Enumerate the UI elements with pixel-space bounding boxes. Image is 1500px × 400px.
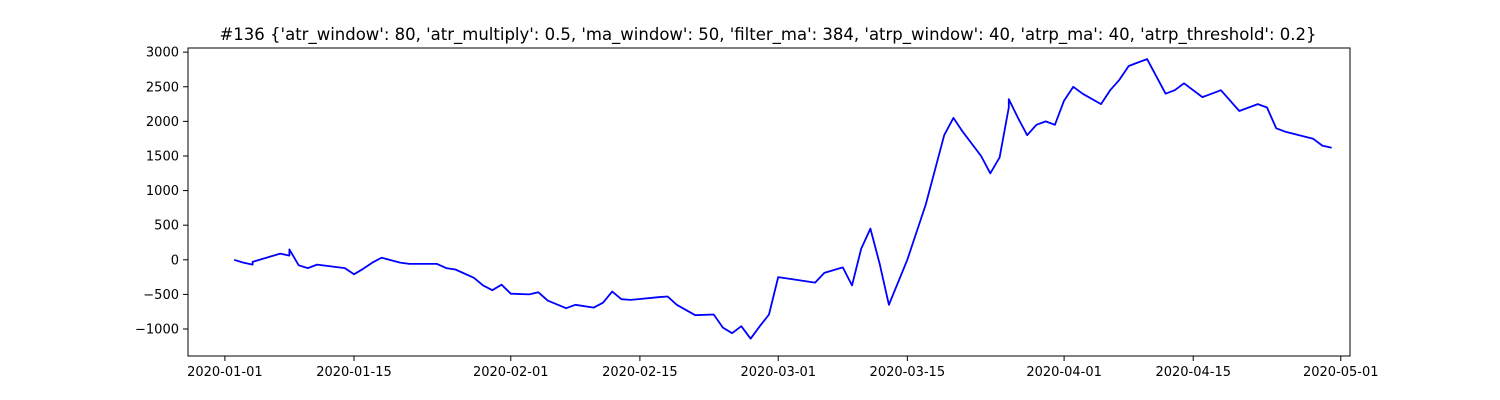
x-tick-label: 2020-05-01 — [1303, 365, 1379, 380]
series-line — [233, 58, 1332, 340]
y-tick-label: −500 — [143, 288, 179, 303]
plot-area-frame — [187, 47, 1351, 357]
x-tick-label: 2020-03-01 — [740, 365, 816, 380]
x-tick-label: 2020-01-15 — [316, 365, 392, 380]
chart-title: #136 {'atr_window': 80, 'atr_multiply': … — [219, 25, 1316, 45]
y-tick-label: 3000 — [146, 46, 179, 61]
x-tick-label: 2020-04-15 — [1155, 365, 1231, 380]
y-axis: −1000 −500 0 500 1000 1500 2000 2500 3000 — [135, 46, 188, 338]
y-tick-label: 2500 — [146, 80, 179, 95]
y-tick-label: 2000 — [146, 115, 179, 130]
x-tick-label: 2020-02-15 — [602, 365, 678, 380]
y-tick-label: 500 — [154, 219, 179, 234]
x-tick-label: 2020-03-15 — [870, 365, 946, 380]
y-tick-label: 1000 — [146, 184, 179, 199]
x-tick-label: 2020-02-01 — [473, 365, 549, 380]
x-tick-label: 2020-04-01 — [1026, 365, 1102, 380]
x-tick-label: 2020-01-01 — [187, 365, 263, 380]
y-tick-label: −1000 — [135, 323, 179, 338]
x-axis: 2020-01-01 2020-01-15 2020-02-01 2020-02-15… — [187, 356, 1379, 380]
y-tick-label: 0 — [171, 253, 179, 268]
y-tick-label: 1500 — [146, 149, 179, 164]
